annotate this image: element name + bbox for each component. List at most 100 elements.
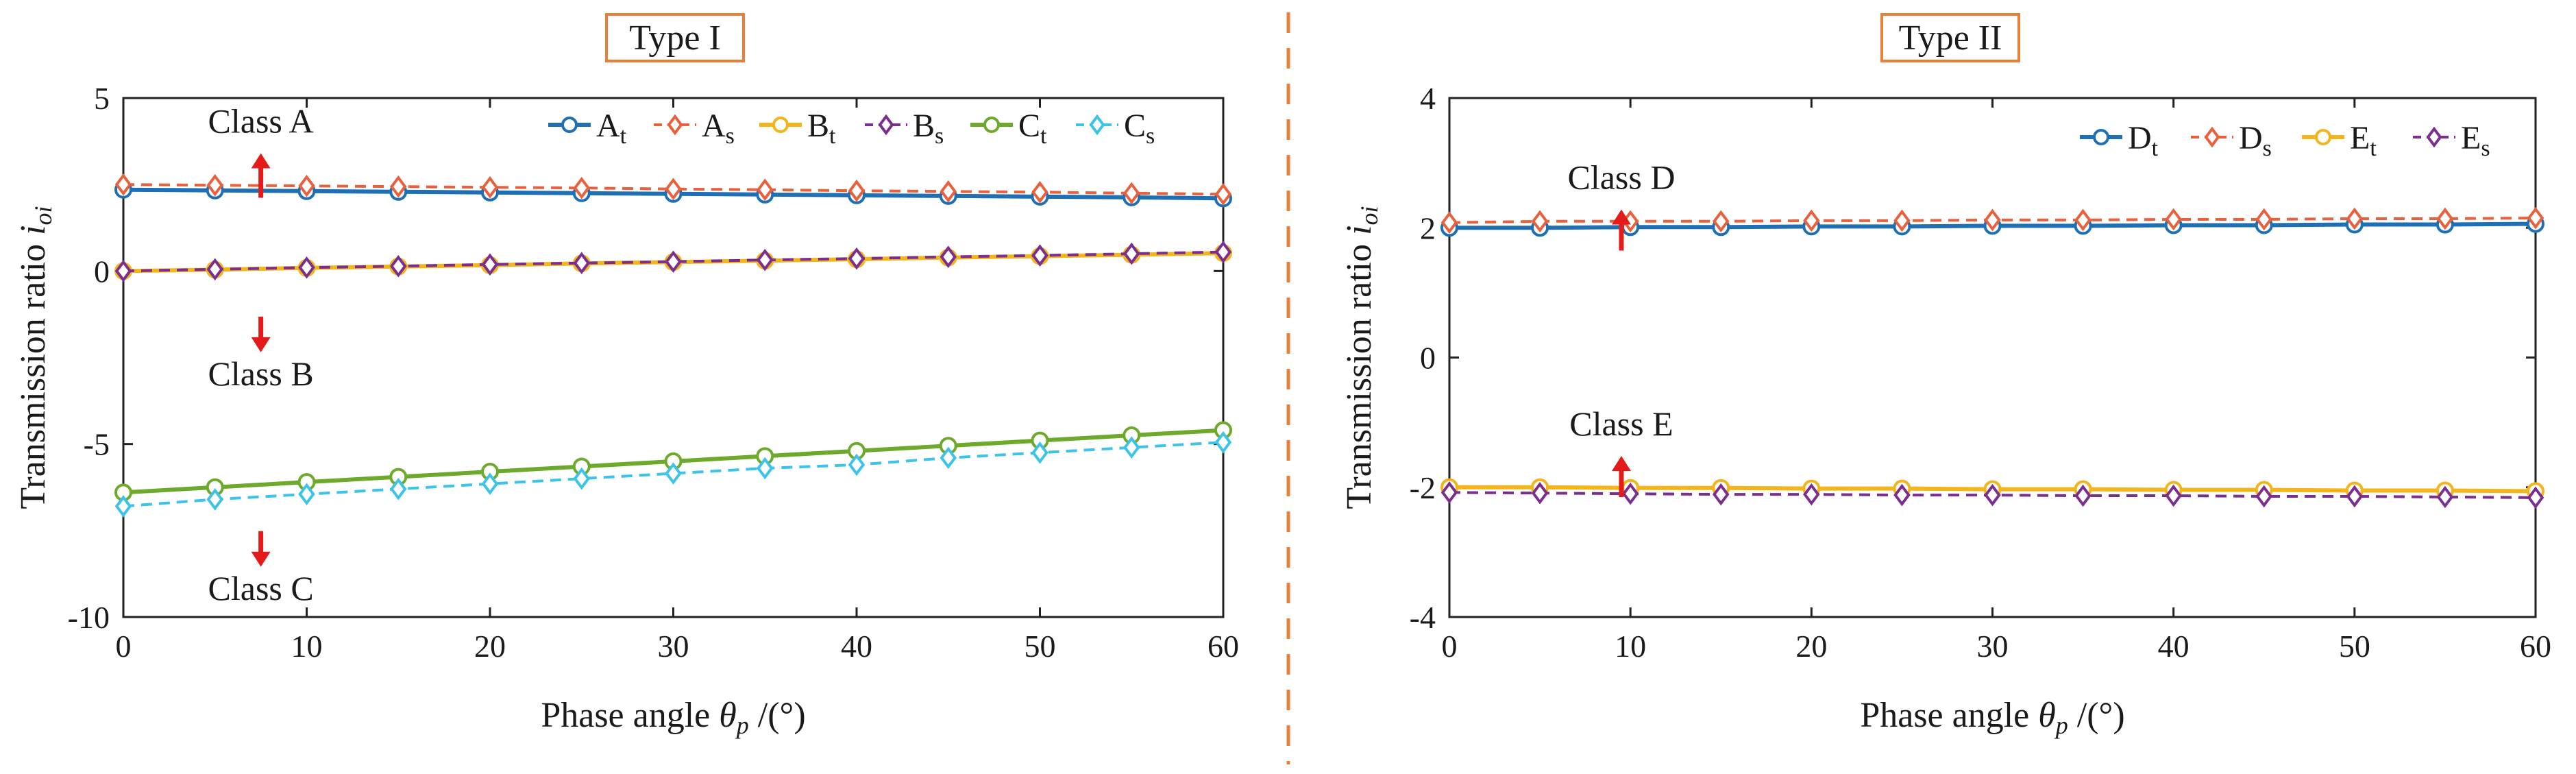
data-point-As bbox=[298, 174, 315, 197]
x-tick-label: 30 bbox=[1977, 629, 2009, 664]
data-point-Es bbox=[2074, 484, 2092, 507]
panel-title: Type I bbox=[629, 19, 721, 58]
x-tick-label: 60 bbox=[1207, 629, 1239, 664]
data-point-As bbox=[757, 178, 774, 202]
legend-marker bbox=[1089, 114, 1105, 136]
y-axis-label: Transmission ratio ioi bbox=[1340, 206, 1383, 509]
legend-item-Dt: Dt bbox=[2080, 120, 2159, 161]
legend-label: At bbox=[596, 108, 627, 149]
data-point-Es bbox=[1440, 481, 1458, 504]
legend-item-Ct: Ct bbox=[970, 108, 1047, 149]
x-tick-label: 50 bbox=[1025, 629, 1056, 664]
data-point-Cs bbox=[848, 453, 866, 476]
x-tick-label: 50 bbox=[2339, 629, 2370, 664]
data-point-As bbox=[206, 173, 223, 197]
data-point-Ds bbox=[1984, 208, 2001, 232]
data-point-Bs bbox=[1214, 241, 1232, 263]
class-label: Class E bbox=[1569, 404, 1673, 443]
class-label: Class D bbox=[1567, 158, 1675, 196]
legend-label: Bs bbox=[913, 108, 944, 149]
y-tick-label: -2 bbox=[1410, 470, 1436, 505]
legend-label: As bbox=[702, 108, 735, 149]
class-arrow-head bbox=[251, 337, 271, 352]
data-point-Ds bbox=[2255, 208, 2272, 231]
y-tick-label: 4 bbox=[1420, 81, 1436, 116]
data-point-As bbox=[114, 173, 132, 196]
series-Ct bbox=[114, 421, 1232, 502]
legend-marker bbox=[2426, 126, 2442, 148]
legend-item-Bs: Bs bbox=[865, 108, 944, 149]
legend: At As Bt Bs Ct Cs bbox=[548, 108, 1155, 149]
x-tick-label: 0 bbox=[116, 629, 132, 664]
data-point-Ds bbox=[2527, 206, 2544, 230]
data-point-Ds bbox=[1893, 209, 1911, 232]
y-axis-label: Transmission ratio ioi bbox=[14, 206, 57, 509]
data-point-Es bbox=[1984, 483, 2001, 507]
data-point-Cs bbox=[1123, 436, 1140, 459]
series-Bs bbox=[114, 241, 1232, 282]
data-point-Bs bbox=[940, 245, 957, 268]
x-tick-label: 60 bbox=[2520, 629, 2551, 664]
x-tick-label: 20 bbox=[1795, 629, 1827, 664]
data-point-Bs bbox=[206, 258, 223, 281]
data-point-Es bbox=[2436, 485, 2454, 509]
data-point-As bbox=[1123, 182, 1140, 205]
x-tick-label: 40 bbox=[841, 629, 872, 664]
x-tick-label: 0 bbox=[1442, 629, 1458, 664]
x-tick-label: 10 bbox=[291, 629, 323, 664]
data-point-Cs bbox=[481, 472, 499, 496]
class-label: Class B bbox=[208, 354, 314, 393]
legend-item-Cs: Cs bbox=[1076, 108, 1155, 149]
legend-item-At: At bbox=[548, 108, 627, 149]
x-tick-label: 30 bbox=[658, 629, 689, 664]
series-Ds bbox=[1440, 206, 2544, 234]
class-annotation: Class A bbox=[208, 101, 314, 198]
class-label: Class C bbox=[208, 569, 314, 607]
data-point-Bs bbox=[757, 248, 774, 271]
data-point-As bbox=[665, 178, 682, 201]
data-point-Bs bbox=[481, 253, 499, 276]
y-tick-label: -10 bbox=[68, 600, 110, 635]
y-tick-label: -4 bbox=[1410, 600, 1436, 635]
data-point-As bbox=[1031, 180, 1048, 204]
chart-panel-type-ii: Type II 0 10 20 30 40 50 60 -4 -2 0 2 4 Phase angle θ… bbox=[1340, 13, 2551, 739]
y-tick-label: 0 bbox=[94, 254, 110, 289]
class-arrow-head bbox=[251, 153, 271, 169]
data-point-Cs bbox=[940, 446, 957, 470]
class-annotation: Class D bbox=[1567, 158, 1675, 251]
legend-label: Es bbox=[2461, 120, 2490, 161]
class-annotation: Class E bbox=[1569, 404, 1673, 498]
x-tick-label: 10 bbox=[1615, 629, 1646, 664]
data-point-Es bbox=[2346, 485, 2364, 508]
data-point-Ds bbox=[2074, 208, 2092, 232]
data-point-Bs bbox=[1123, 242, 1140, 265]
legend: Dt Ds Et Es bbox=[2080, 120, 2490, 161]
data-point-As bbox=[940, 180, 957, 203]
legend-item-Ds: Ds bbox=[2191, 120, 2272, 161]
class-arrow-head bbox=[1611, 456, 1631, 472]
data-point-Es bbox=[1713, 483, 1730, 506]
legend-marker bbox=[2315, 129, 2331, 145]
y-tick-label: 0 bbox=[1420, 341, 1436, 376]
data-point-Cs bbox=[206, 488, 223, 511]
legend-label: Ds bbox=[2239, 120, 2272, 161]
data-point-Ds bbox=[1531, 210, 1549, 233]
data-point-Bs bbox=[298, 256, 315, 279]
data-point-Es bbox=[1621, 482, 1639, 505]
legend-label: Cs bbox=[1124, 108, 1155, 149]
data-point-Bs bbox=[573, 252, 590, 275]
data-point-As bbox=[573, 176, 590, 199]
legend-item-Es: Es bbox=[2413, 120, 2490, 161]
x-tick-label: 20 bbox=[474, 629, 506, 664]
x-axis-label: Phase angle θp /(°) bbox=[1860, 696, 2124, 739]
legend-marker bbox=[2093, 129, 2109, 145]
data-point-Ds bbox=[1713, 210, 1730, 233]
data-point-Cs bbox=[665, 462, 682, 485]
data-point-Cs bbox=[1214, 431, 1232, 454]
data-point-Es bbox=[2255, 485, 2272, 508]
panel-title-box bbox=[605, 13, 745, 62]
legend-marker bbox=[983, 117, 1000, 133]
data-point-Cs bbox=[573, 467, 590, 490]
y-tick-label: -5 bbox=[84, 427, 110, 462]
